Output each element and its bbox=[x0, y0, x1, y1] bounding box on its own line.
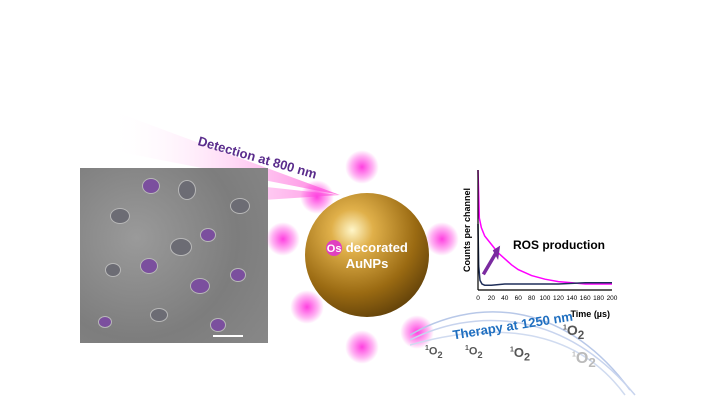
singlet-oxygen: 1O2 bbox=[572, 350, 596, 371]
x-tick-label: 80 bbox=[528, 295, 536, 302]
gold-nanoparticle bbox=[305, 193, 429, 317]
phosphorescence-decay-chart: 0 20 40 60 80 100 120 140 160 180 200 Time (µs) Coun… bbox=[462, 169, 618, 319]
x-tick-label: 180 bbox=[593, 295, 604, 302]
os-badge: Os bbox=[326, 240, 343, 256]
x-tick-label: 100 bbox=[540, 295, 551, 302]
singlet-oxygen: 1O2 bbox=[563, 322, 585, 342]
os-complex-glow bbox=[425, 222, 459, 256]
x-tick-label: 120 bbox=[553, 295, 564, 302]
os-text: Os bbox=[326, 243, 342, 255]
x-tick-label: 60 bbox=[515, 295, 523, 302]
singlet-oxygen: 1O2 bbox=[465, 345, 483, 360]
os-complex-glow bbox=[345, 330, 379, 364]
os-complex-glow bbox=[266, 222, 300, 256]
os-complex-glow bbox=[290, 290, 324, 324]
y-axis-label: Counts per channel bbox=[462, 188, 472, 272]
microscopy-image bbox=[80, 168, 268, 343]
scale-bar bbox=[213, 335, 243, 337]
ros-production-label: ROS production bbox=[513, 238, 605, 252]
x-tick-label: 40 bbox=[501, 295, 509, 302]
series-line-1 bbox=[477, 223, 612, 286]
x-tick-label: 140 bbox=[566, 295, 577, 302]
os-complex-glow bbox=[345, 150, 379, 184]
x-tick-label: 0 bbox=[476, 295, 480, 302]
aunps-text: AuNPs bbox=[345, 256, 389, 271]
x-tick-label: 20 bbox=[488, 295, 496, 302]
x-axis-label: Time (µs) bbox=[570, 309, 610, 319]
x-tick-label: 160 bbox=[580, 295, 591, 302]
therapy-light-stream bbox=[410, 311, 636, 396]
series-line-0 bbox=[477, 169, 612, 285]
singlet-oxygen: 1O2 bbox=[425, 345, 443, 360]
x-tick-label: 200 bbox=[607, 295, 618, 302]
ros-arrow-shaft bbox=[481, 250, 499, 276]
nanoparticle-label: Os decorated AuNPs bbox=[305, 240, 429, 272]
singlet-oxygen: 1O2 bbox=[510, 345, 531, 364]
ros-arrow-head bbox=[492, 245, 501, 260]
decorated-text: decorated bbox=[345, 240, 408, 255]
